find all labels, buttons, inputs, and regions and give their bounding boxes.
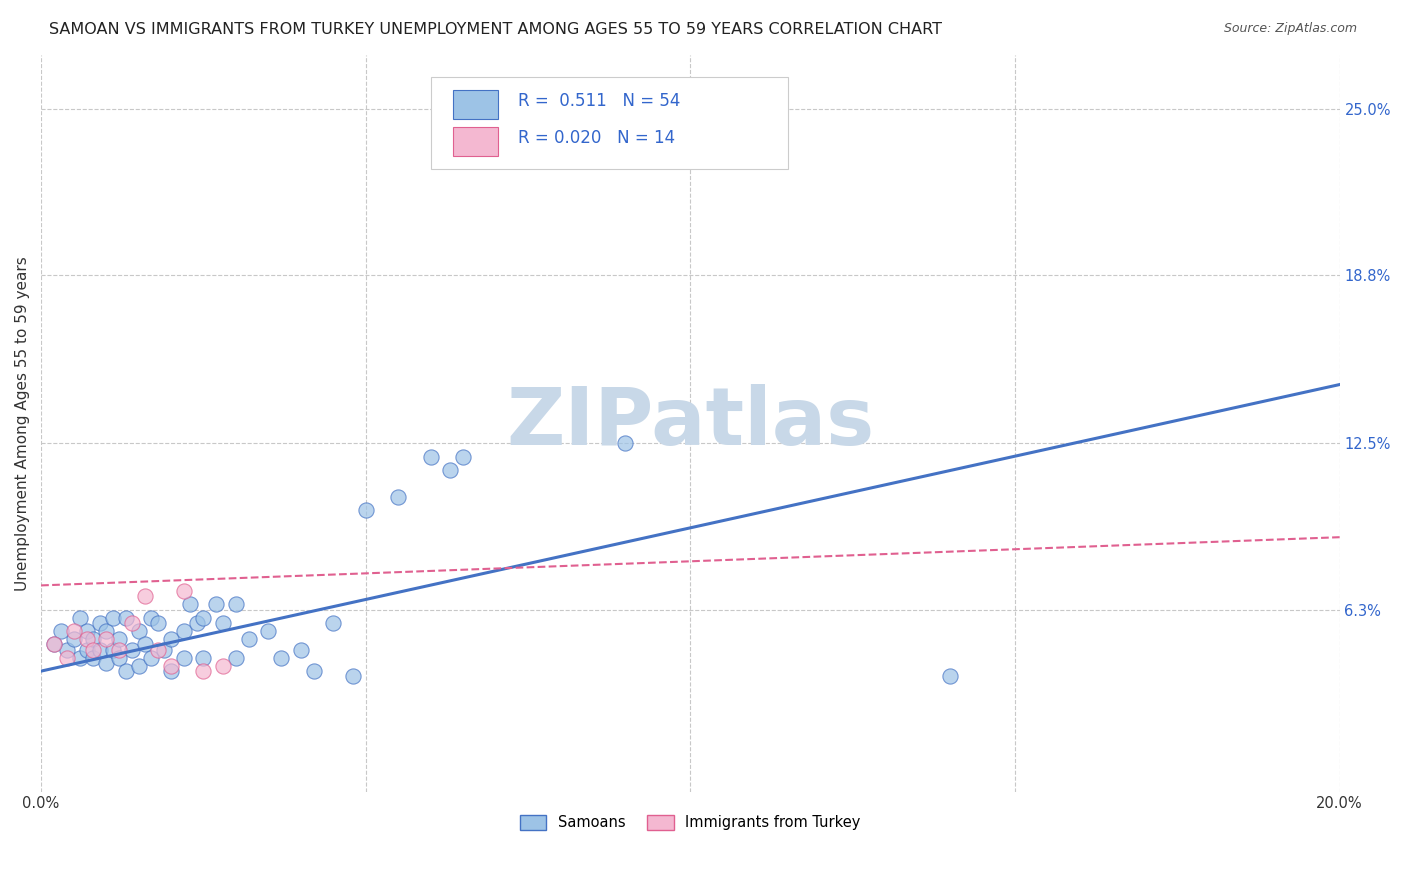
Point [173,624,195,638]
Point [56,650,79,665]
Point [225,650,247,665]
Point [76,632,98,646]
Point [342,669,364,683]
Point [193,664,215,678]
Point [614,436,637,450]
Point [387,490,409,504]
Point [302,664,325,678]
Text: Source: ZipAtlas.com: Source: ZipAtlas.com [1223,22,1357,36]
Point [134,589,156,603]
Point [89,642,111,657]
Point [134,637,156,651]
Point [82,642,104,657]
Point [225,597,247,611]
Point [101,610,124,624]
Point [322,615,344,630]
Point [419,450,441,464]
Text: SAMOAN VS IMMIGRANTS FROM TURKEY UNEMPLOYMENT AMONG AGES 55 TO 59 YEARS CORRELAT: SAMOAN VS IMMIGRANTS FROM TURKEY UNEMPLO… [49,22,942,37]
Point [193,650,215,665]
Point [76,642,98,657]
Point [94,656,117,670]
Point [128,624,150,638]
Point [257,624,280,638]
Text: R =  0.511   N = 54: R = 0.511 N = 54 [517,92,681,110]
Point [451,450,474,464]
Point [82,632,104,646]
Point [49,624,72,638]
Point [290,642,312,657]
Y-axis label: Unemployment Among Ages 55 to 59 years: Unemployment Among Ages 55 to 59 years [15,256,30,591]
Point [128,658,150,673]
Point [42,637,65,651]
Point [141,650,163,665]
Point [160,632,183,646]
Point [56,642,79,657]
Point [146,615,169,630]
Point [205,597,228,611]
Point [89,615,111,630]
Point [146,642,169,657]
Point [212,658,235,673]
Point [121,615,143,630]
Point [62,624,84,638]
Point [179,597,201,611]
Point [173,650,195,665]
Text: R = 0.020   N = 14: R = 0.020 N = 14 [517,128,675,146]
Point [69,610,91,624]
Point [69,650,91,665]
Point [108,642,131,657]
Point [439,463,461,477]
FancyBboxPatch shape [430,78,787,169]
Point [114,664,136,678]
Point [238,632,260,646]
Point [82,650,104,665]
Point [62,632,84,646]
Point [108,632,131,646]
Point [186,615,208,630]
Point [121,642,143,657]
Point [94,624,117,638]
Point [141,610,163,624]
Point [160,658,183,673]
Legend: Samoans, Immigrants from Turkey: Samoans, Immigrants from Turkey [515,809,866,836]
Point [76,624,98,638]
FancyBboxPatch shape [453,127,498,156]
Point [108,650,131,665]
Point [173,583,195,598]
Point [101,642,124,657]
Point [42,637,65,651]
Point [153,642,176,657]
Point [212,615,235,630]
Point [193,610,215,624]
Point [354,503,377,517]
Point [160,664,183,678]
Text: ZIPatlas: ZIPatlas [506,384,875,462]
Point [94,632,117,646]
Point [114,610,136,624]
FancyBboxPatch shape [453,90,498,120]
Point [939,669,962,683]
Point [270,650,292,665]
